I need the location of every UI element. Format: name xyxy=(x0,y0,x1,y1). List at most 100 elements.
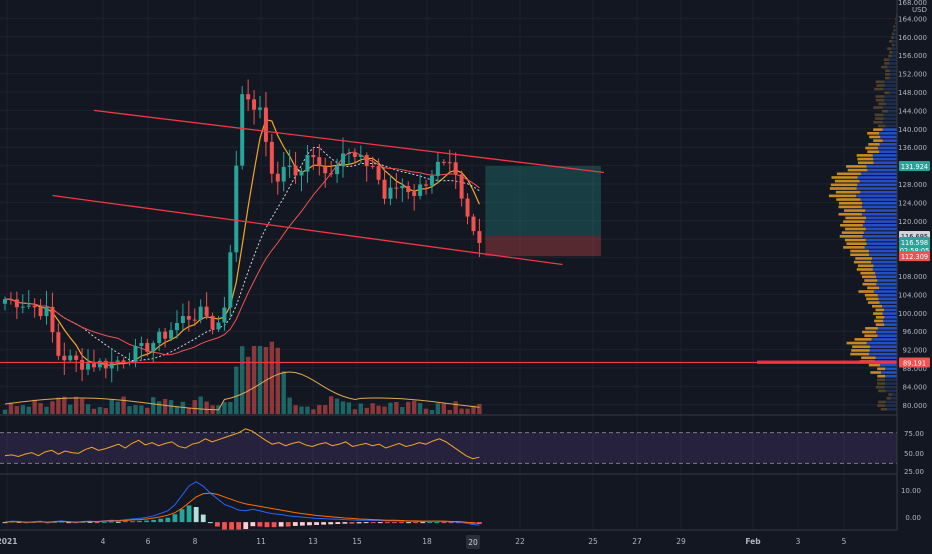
candle-body-26 xyxy=(157,332,161,343)
vp-buy-107.8 xyxy=(876,276,897,279)
volume-bar-47 xyxy=(282,371,286,414)
price-tick-20: 84.000 xyxy=(903,383,928,391)
price-tag-5: 89.191 xyxy=(903,360,926,368)
vp-buy-116.6 xyxy=(863,235,897,238)
macd-hist-14 xyxy=(102,522,107,523)
vp-sell-143.8 xyxy=(882,110,888,113)
vp-sell-112.6 xyxy=(850,253,869,256)
candle-body-10 xyxy=(62,356,66,360)
volume-bar-38 xyxy=(228,402,232,414)
time-tick-10: 25 xyxy=(588,537,598,546)
candle-body-15 xyxy=(92,363,96,367)
vp-buy-111.0 xyxy=(871,261,897,264)
vp-sell-127.8 xyxy=(831,184,857,187)
candle-body-32 xyxy=(193,320,197,321)
vp-sell-143.0 xyxy=(875,114,884,117)
vp-buy-139.8 xyxy=(883,128,897,131)
vp-sell-127.0 xyxy=(830,187,857,190)
volume-bar-19 xyxy=(115,402,119,414)
vp-sell-131.8 xyxy=(846,165,866,168)
macd-hist-20 xyxy=(144,521,149,523)
price-tick-7: 136.000 xyxy=(898,144,927,152)
vp-buy-119.0 xyxy=(863,224,897,227)
vp-buy-87.8 xyxy=(885,368,897,371)
macd-hist-56 xyxy=(399,522,404,523)
volume-bar-26 xyxy=(157,401,161,414)
volume-bar-57 xyxy=(341,401,345,414)
candle-body-23 xyxy=(139,343,143,346)
vp-sell-109.4 xyxy=(857,268,873,271)
price-tick-14: 108.000 xyxy=(898,273,927,281)
macd-hist-43 xyxy=(307,522,312,525)
price-tick-21: 80.000 xyxy=(903,402,928,410)
vp-sell-135.0 xyxy=(867,150,879,153)
vp-buy-151.8 xyxy=(890,73,897,76)
candle-body-2 xyxy=(15,299,19,307)
vp-sell-159.0 xyxy=(889,40,892,43)
vp-buy-133.4 xyxy=(873,158,897,161)
candle-body-16 xyxy=(98,361,102,367)
vp-sell-83.8 xyxy=(876,386,884,389)
vp-sell-163.0 xyxy=(895,22,896,25)
candle-body-40 xyxy=(240,94,244,165)
vp-sell-163.8 xyxy=(895,18,896,21)
candle-body-55 xyxy=(329,173,333,174)
volume-bar-67 xyxy=(400,407,404,414)
vp-sell-110.2 xyxy=(858,264,874,267)
vp-buy-153.4 xyxy=(887,66,897,69)
candle-body-80 xyxy=(477,231,481,243)
vp-buy-147.8 xyxy=(889,92,897,95)
vp-sell-125.4 xyxy=(829,195,856,198)
vp-buy-94.2 xyxy=(872,338,897,341)
vp-buy-155.0 xyxy=(889,58,897,61)
price-axis[interactable]: 168.000USD164.000160.000156.000152.00014… xyxy=(897,0,932,550)
vp-sell-130.2 xyxy=(837,172,861,175)
candle-body-31 xyxy=(187,316,191,320)
macd-hist-16 xyxy=(116,522,121,523)
vp-buy-88.6 xyxy=(880,364,897,367)
macd-hist-42 xyxy=(300,522,305,525)
volume-bar-77 xyxy=(459,409,463,414)
vp-sell-119.0 xyxy=(840,224,863,227)
vp-buy-155.8 xyxy=(892,55,897,58)
volume-bar-75 xyxy=(448,410,452,414)
vp-buy-127.8 xyxy=(857,184,897,187)
macd-hist-57 xyxy=(406,522,411,523)
vp-sell-111.8 xyxy=(855,257,872,260)
candle-body-1 xyxy=(9,299,13,300)
candle-body-62 xyxy=(371,166,375,167)
vp-sell-87.8 xyxy=(877,368,885,371)
vp-sell-138.2 xyxy=(869,136,880,139)
candle-body-77 xyxy=(460,174,464,198)
candle-body-57 xyxy=(341,153,345,166)
vp-buy-79.8 xyxy=(885,404,897,407)
vp-sell-161.4 xyxy=(893,29,894,32)
volume-bar-63 xyxy=(376,406,380,414)
candle-body-25 xyxy=(151,343,155,352)
macd-hist-23 xyxy=(165,518,170,522)
time-tick-2: 6 xyxy=(146,537,151,546)
candle-body-73 xyxy=(436,162,440,176)
candle-body-9 xyxy=(56,332,60,356)
vp-buy-87.0 xyxy=(881,371,897,374)
macd-hist-35 xyxy=(250,522,255,526)
vp-buy-119.8 xyxy=(865,220,897,223)
vp-sell-158.2 xyxy=(892,44,894,47)
volume-bar-40 xyxy=(240,346,244,414)
vp-buy-122.2 xyxy=(865,209,897,212)
candle-body-70 xyxy=(418,184,422,195)
vp-sell-86.2 xyxy=(877,375,885,378)
vp-sell-117.4 xyxy=(842,231,864,234)
vp-sell-157.4 xyxy=(887,47,891,50)
candle-body-49 xyxy=(294,166,298,176)
vp-buy-114.2 xyxy=(865,246,897,249)
vp-buy-148.6 xyxy=(883,88,897,91)
macd-hist-51 xyxy=(364,522,369,523)
vp-sell-113.4 xyxy=(850,250,869,253)
vp-sell-131.0 xyxy=(848,169,868,172)
time-tick-9: 22 xyxy=(515,537,525,546)
macd-hist-30 xyxy=(215,522,220,526)
candle-body-50 xyxy=(300,172,304,176)
long-position-tool[interactable] xyxy=(485,166,601,256)
